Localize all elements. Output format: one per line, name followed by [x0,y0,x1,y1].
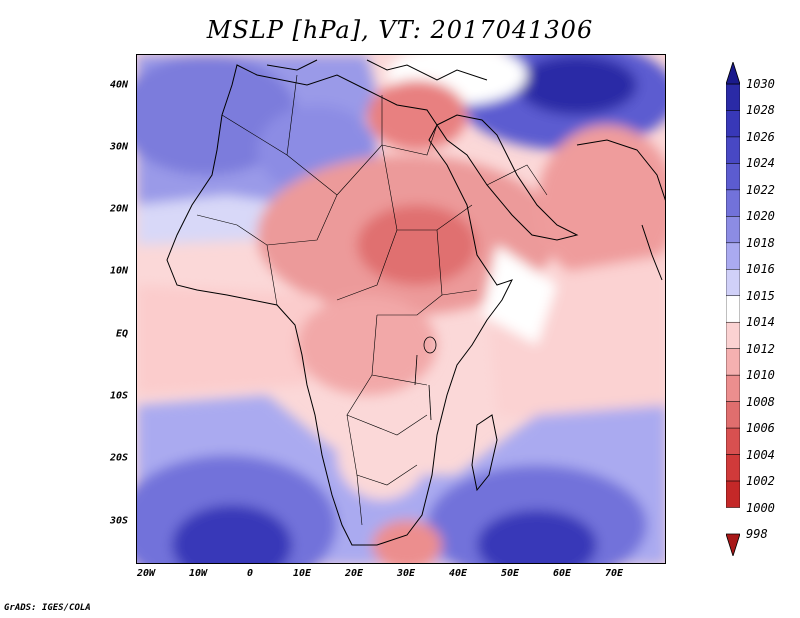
pressure-map [137,55,665,563]
lat-label-30n: 30N [109,141,128,153]
lat-label-40n: 40N [109,79,128,91]
colorbar-label: 1026 [746,129,775,144]
lon-label-20e: 20E [344,568,364,579]
colorbar-label: 1024 [746,156,775,171]
lat-label-10n: 10N [109,265,128,277]
country-borders [196,74,548,526]
coastlines [166,59,665,546]
colorbar-label: 1012 [746,341,775,356]
colorbar-label: 998 [746,527,768,541]
lat-label-20n: 20N [109,203,128,215]
colorbar-segment [726,269,740,297]
colorbar-segment [726,163,740,191]
colorbar-label: 1000 [746,500,775,515]
india-coastline [641,224,663,281]
footer-credit: GrADS: IGES/COLA [4,603,91,613]
colorbar-label: 1028 [746,103,775,118]
colorbar-segment [726,401,740,429]
colorbar-label: 1015 [746,288,775,303]
colorbar-label: 1006 [746,421,775,436]
lon-label-30e: 30E [396,568,416,579]
colorbar-label: 1008 [746,394,775,409]
map-frame [136,54,666,564]
colorbar-label: 1010 [746,368,775,383]
mediterranean-north-coastline [366,59,488,81]
lon-label-40e: 40E [448,568,468,579]
lat-label-30s: 30S [109,515,128,527]
colorbar [726,62,740,556]
lon-label-70e: 70E [604,568,624,579]
colorbar-bottom-arrow [726,533,740,556]
lakes [414,336,437,421]
page-title: MSLP [hPa], VT: 2017041306 [206,16,594,44]
colorbar-segment [726,427,740,455]
colorbar-label: 1014 [746,315,775,330]
lat-label-10s: 10S [109,390,128,402]
lon-label-50e: 50E [500,568,520,579]
colorbar-label: 1020 [746,209,775,224]
colorbar-segment [726,295,740,323]
persia-coastline [576,139,665,201]
colorbar-segment [726,348,740,376]
lon-label-60e: 60E [552,568,572,579]
africa-coastline [166,64,513,546]
colorbar-segment [726,136,740,164]
colorbar-label: 1004 [746,447,775,462]
lat-label-20s: 20S [109,452,128,464]
colorbar-segment [726,374,740,402]
europe-coastline [266,59,318,71]
colorbar-segment [726,216,740,244]
colorbar-label: 1018 [746,235,775,250]
colorbar-label: 1030 [746,77,775,91]
colorbar-segment [726,242,740,270]
madagascar-coastline [471,414,498,492]
arabia-coastline [436,114,579,241]
colorbar-segment [726,480,740,508]
colorbar-segment [726,189,740,217]
colorbar-segment [726,454,740,482]
colorbar-segment [726,110,740,138]
colorbar-top-arrow [726,62,740,85]
lon-label-10w: 10W [188,568,208,579]
colorbar-segment [726,321,740,349]
colorbar-label: 1022 [746,182,775,197]
colorbar-label: 1002 [746,474,775,489]
lon-label-0: 0 [246,568,254,579]
lon-label-20w: 20W [136,568,156,579]
pressure-shading [137,55,665,563]
colorbar-segment [726,83,740,111]
lat-label-eq: EQ [115,328,128,340]
lon-label-10e: 10E [292,568,312,579]
colorbar-label: 1016 [746,262,775,277]
